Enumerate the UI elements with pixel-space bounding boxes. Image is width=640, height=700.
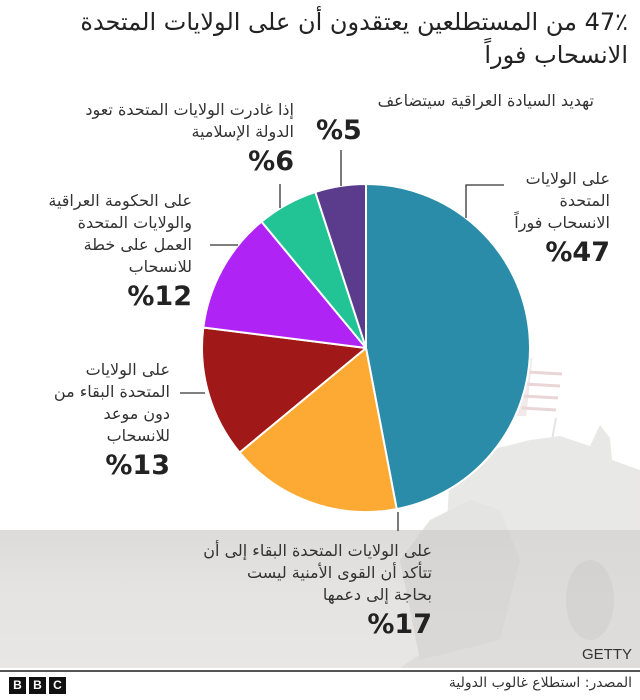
label-line: للانسحاب — [128, 257, 192, 276]
label-12: على الحكومة العراقية والولايات المتحدة ا… — [20, 190, 192, 314]
label-line: المتحدة البقاء من — [53, 382, 170, 401]
leader-47 — [465, 184, 504, 218]
label-line: والولايات المتحدة — [77, 213, 192, 232]
value-5: %5 — [316, 115, 362, 146]
label-line: بحاجة إلى دعمها — [322, 585, 432, 604]
value-12: %12 — [127, 281, 192, 312]
label-line: على الولايات — [85, 360, 170, 379]
label-line: إذا غادرت الولايات المتحدة تعود — [85, 100, 294, 119]
label-line: العمل على خطة — [83, 235, 192, 254]
label-13: على الولايات المتحدة البقاء من دون موعد … — [20, 359, 170, 483]
label-line: تتأكد أن القوى الأمنية ليست — [247, 563, 432, 582]
label-17: على الولايات المتحدة البقاء إلى أن تتأكد… — [170, 540, 432, 642]
chart-title: 47٪ من المستطلعين يعتقدون أن على الولايا… — [80, 8, 628, 69]
label-line: دون موعد — [103, 404, 170, 423]
source-note: المصدر: استطلاع غالوب الدولية — [448, 675, 632, 691]
slice-13 — [201, 326, 367, 454]
slice-17 — [238, 347, 398, 513]
label-5: تهديد السيادة العراقية سيتضاعف %5 — [294, 90, 594, 148]
label-47: على الولايات المتحدة الانسحاب فوراً %47 — [460, 168, 610, 270]
slice-47 — [365, 183, 531, 511]
label-line: للانسحاب — [106, 426, 170, 445]
label-line: المتحدة — [559, 191, 610, 210]
value-47: %47 — [545, 237, 610, 268]
logo-letter: C — [49, 677, 66, 694]
value-6: %6 — [248, 146, 294, 177]
label-line: الانسحاب فوراً — [514, 213, 610, 232]
logo-letter: B — [29, 677, 46, 694]
label-line: الدولة الإسلامية — [191, 122, 294, 141]
label-6: إذا غادرت الولايات المتحدة تعود الدولة ا… — [28, 99, 294, 179]
value-17: %17 — [367, 609, 432, 640]
footer-divider — [0, 670, 640, 672]
label-line: على الولايات — [525, 169, 610, 188]
slice-5 — [314, 182, 367, 349]
logo-letter: B — [9, 677, 26, 694]
slice-12 — [202, 220, 367, 349]
bbc-logo: B B C — [9, 677, 66, 694]
value-13: %13 — [105, 450, 170, 481]
label-line: تهديد السيادة العراقية سيتضاعف — [377, 91, 594, 110]
pie-chart — [180, 150, 531, 531]
photo-credit: GETTY — [581, 646, 632, 663]
label-line: على الحكومة العراقية — [48, 191, 192, 210]
label-line: على الولايات المتحدة البقاء إلى أن — [203, 541, 432, 560]
